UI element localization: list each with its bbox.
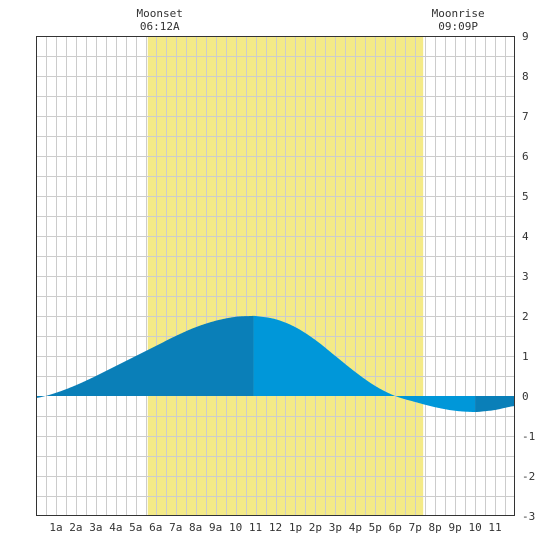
x-tick-label: 7p (409, 521, 422, 534)
y-tick-label: -3 (522, 510, 535, 523)
x-axis-labels: 1a 2a 3a 4a 5a 6a 7a 8a 9a 10 11 12 1p 2p 3p 4p 5p 6p 7p 8p… (49, 521, 501, 534)
x-tick-label: 1a (49, 521, 62, 534)
tide-falling-area (253, 315, 476, 412)
x-tick-label: 8p (429, 521, 442, 534)
x-tick-label: 10 (229, 521, 242, 534)
x-tick-label: 3a (89, 521, 102, 534)
x-tick-label: 7a (169, 521, 182, 534)
x-tick-label: 6p (389, 521, 402, 534)
y-tick-label: 3 (522, 270, 529, 283)
x-tick-label: 2p (309, 521, 322, 534)
moon-event-time: 09:09P (438, 20, 478, 33)
tide-rising-area (36, 315, 254, 398)
x-tick-label: 11 (249, 521, 262, 534)
y-tick-label: 9 (522, 30, 529, 43)
moon-event-time: 06:12A (140, 20, 180, 33)
y-tick-label: 6 (522, 150, 529, 163)
y-tick-label: -1 (522, 430, 535, 443)
grid-lines (36, 36, 515, 516)
x-tick-label: 1p (289, 521, 302, 534)
x-tick-label: 10 (468, 521, 481, 534)
moon-event-name: Moonset (137, 7, 183, 20)
x-tick-label: 4p (349, 521, 362, 534)
plot-border (36, 36, 515, 516)
x-tick-label: 5a (129, 521, 142, 534)
y-tick-label: 0 (522, 390, 529, 403)
x-tick-label: 3p (329, 521, 342, 534)
x-tick-label: 9p (449, 521, 462, 534)
y-tick-label: 8 (522, 70, 529, 83)
y-tick-label: 2 (522, 310, 529, 323)
moon-event-name: Moonrise (432, 7, 485, 20)
x-tick-label: 12 (269, 521, 282, 534)
x-tick-label: 8a (189, 521, 202, 534)
y-axis-labels: -3 -2 -1 0 1 2 3 4 5 6 7 8 9 (522, 30, 535, 523)
tide-rising-area (475, 396, 515, 412)
x-tick-label: 11 (488, 521, 501, 534)
tide-area (36, 315, 515, 412)
y-tick-label: -2 (522, 470, 535, 483)
y-tick-label: 5 (522, 190, 529, 203)
y-tick-label: 4 (522, 230, 529, 243)
x-tick-label: 2a (69, 521, 82, 534)
y-tick-label: 1 (522, 350, 529, 363)
x-tick-label: 5p (369, 521, 382, 534)
x-tick-label: 4a (109, 521, 122, 534)
y-tick-label: 7 (522, 110, 529, 123)
x-tick-label: 6a (149, 521, 162, 534)
x-tick-label: 9a (209, 521, 222, 534)
plot-frame (36, 36, 515, 516)
